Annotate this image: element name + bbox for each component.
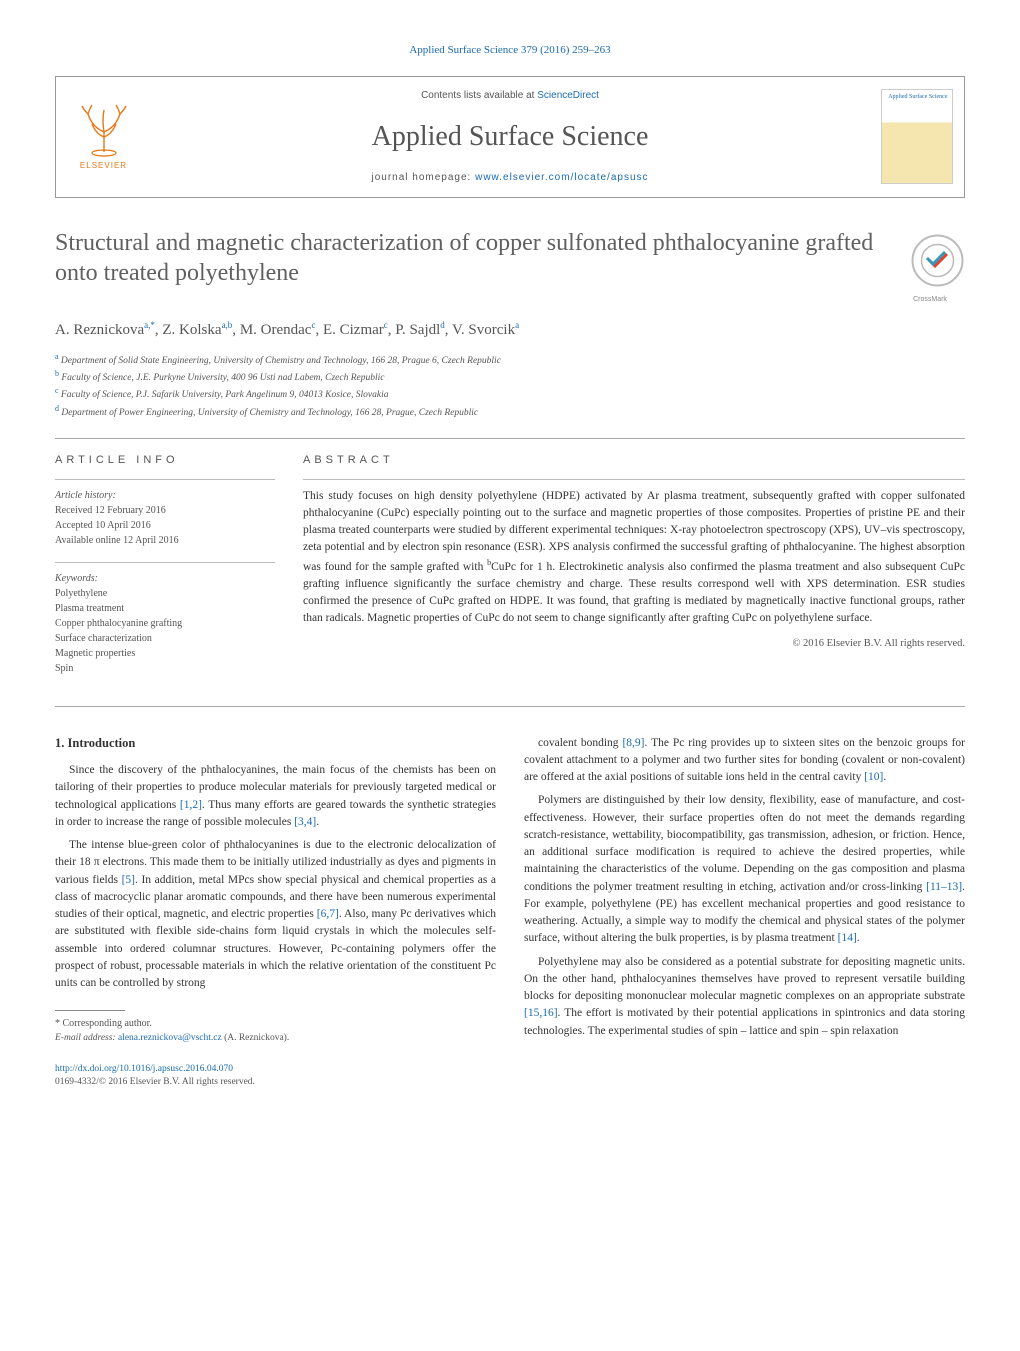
body-col-right: covalent bonding [8,9]. The Pc ring prov… <box>524 735 965 1090</box>
author-list: A. Reznickovaa,*, Z. Kolskaa,b, M. Orend… <box>55 319 965 341</box>
affiliation-line: b Faculty of Science, J.E. Purkyne Unive… <box>55 368 965 385</box>
body-paragraph: covalent bonding [8,9]. The Pc ring prov… <box>524 735 965 787</box>
journal-cover-thumb: Applied Surface Science <box>881 89 953 184</box>
title-col: Structural and magnetic characterization… <box>55 228 895 288</box>
body-paragraph: Polyethylene may also be considered as a… <box>524 954 965 1040</box>
citation[interactable]: [1,2] <box>180 799 202 811</box>
citation[interactable]: [11–13] <box>926 881 962 893</box>
email-suffix: (A. Reznickova). <box>222 1033 290 1043</box>
abstract-label: ABSTRACT <box>303 453 965 468</box>
header-center: Contents lists available at ScienceDirec… <box>151 77 869 196</box>
doi-block: http://dx.doi.org/10.1016/j.apsusc.2016.… <box>55 1063 496 1090</box>
body-paragraph: Polymers are distinguished by their low … <box>524 792 965 947</box>
citation[interactable]: [3,4] <box>294 816 316 828</box>
abstract-col: ABSTRACT This study focuses on high dens… <box>303 453 965 689</box>
history-line: Received 12 February 2016 <box>55 503 275 518</box>
journal-cover-label: Applied Surface Science <box>888 94 947 101</box>
journal-header: ELSEVIER Contents lists available at Sci… <box>55 76 965 197</box>
author-email-link[interactable]: alena.reznickova@vscht.cz <box>118 1033 222 1043</box>
elsevier-logo: ELSEVIER <box>66 94 141 179</box>
page: Applied Surface Science 379 (2016) 259–2… <box>0 0 1020 1120</box>
article-title: Structural and magnetic characterization… <box>55 228 895 288</box>
divider <box>303 479 965 480</box>
contents-line: Contents lists available at ScienceDirec… <box>161 89 859 103</box>
keyword: Polyethylene <box>55 586 275 601</box>
citation[interactable]: [14] <box>838 932 857 944</box>
homepage-prefix: journal homepage: <box>371 172 475 183</box>
keyword: Copper phthalocyanine grafting <box>55 616 275 631</box>
title-row: Structural and magnetic characterization… <box>55 228 965 305</box>
body-col-left: 1. Introduction Since the discovery of t… <box>55 735 496 1090</box>
article-history: Article history: Received 12 February 20… <box>55 488 275 548</box>
keywords-label: Keywords: <box>55 571 275 586</box>
keyword: Magnetic properties <box>55 646 275 661</box>
section-heading: 1. Introduction <box>55 735 496 753</box>
affiliation-line: c Faculty of Science, P.J. Safarik Unive… <box>55 385 965 402</box>
article-info-label: ARTICLE INFO <box>55 453 275 468</box>
contents-prefix: Contents lists available at <box>421 90 537 101</box>
history-line: Accepted 10 April 2016 <box>55 518 275 533</box>
crossmark-col: CrossMark <box>895 228 965 305</box>
email-note: E-mail address: alena.reznickova@vscht.c… <box>55 1032 496 1045</box>
keywords-block: Keywords: Polyethylene Plasma treatment … <box>55 571 275 676</box>
keyword: Spin <box>55 661 275 676</box>
affiliation-line: a Department of Solid State Engineering,… <box>55 351 965 368</box>
article-info-col: ARTICLE INFO Article history: Received 1… <box>55 453 275 689</box>
affiliation-line: d Department of Power Engineering, Unive… <box>55 403 965 420</box>
citation[interactable]: [8,9] <box>622 737 644 749</box>
sciencedirect-link[interactable]: ScienceDirect <box>537 90 599 101</box>
citation[interactable]: [5] <box>122 874 135 886</box>
elsevier-tree-icon <box>74 102 134 157</box>
journal-cover-cell: Applied Surface Science <box>869 77 964 196</box>
affiliations: a Department of Solid State Engineering,… <box>55 351 965 421</box>
citation[interactable]: [6,7] <box>317 908 339 920</box>
history-line: Available online 12 April 2016 <box>55 533 275 548</box>
crossmark-badge[interactable] <box>910 233 965 288</box>
keyword: Surface characterization <box>55 631 275 646</box>
crossmark-icon <box>910 233 965 288</box>
doi-link[interactable]: http://dx.doi.org/10.1016/j.apsusc.2016.… <box>55 1064 233 1074</box>
email-label: E-mail address: <box>55 1033 118 1043</box>
citation[interactable]: [15,16] <box>524 1007 558 1019</box>
issn-line: 0169-4332/© 2016 Elsevier B.V. All right… <box>55 1077 255 1087</box>
crossmark-label: CrossMark <box>895 295 965 305</box>
journal-name: Applied Surface Science <box>161 117 859 156</box>
meta-abstract-row: ARTICLE INFO Article history: Received 1… <box>55 438 965 706</box>
body-paragraph: The intense blue-green color of phthaloc… <box>55 837 496 992</box>
abstract-text: This study focuses on high density polye… <box>303 488 965 628</box>
publisher-logo-cell: ELSEVIER <box>56 77 151 196</box>
top-citation-link[interactable]: Applied Surface Science 379 (2016) 259–2… <box>409 44 610 56</box>
footnote-separator <box>55 1010 125 1011</box>
keyword: Plasma treatment <box>55 601 275 616</box>
divider <box>55 479 275 480</box>
citation[interactable]: [10] <box>864 771 883 783</box>
abstract-copyright: © 2016 Elsevier B.V. All rights reserved… <box>303 637 965 652</box>
homepage-line: journal homepage: www.elsevier.com/locat… <box>161 171 859 185</box>
corr-label: * Corresponding author. <box>55 1018 152 1029</box>
publisher-name: ELSEVIER <box>80 160 127 171</box>
body-paragraph: Since the discovery of the phthalocyanin… <box>55 762 496 831</box>
body-columns: 1. Introduction Since the discovery of t… <box>55 735 965 1090</box>
corresponding-author-note: * Corresponding author. <box>55 1017 496 1031</box>
homepage-link[interactable]: www.elsevier.com/locate/apsusc <box>475 172 648 183</box>
history-label: Article history: <box>55 488 275 503</box>
divider <box>55 562 275 563</box>
top-citation: Applied Surface Science 379 (2016) 259–2… <box>55 40 965 58</box>
